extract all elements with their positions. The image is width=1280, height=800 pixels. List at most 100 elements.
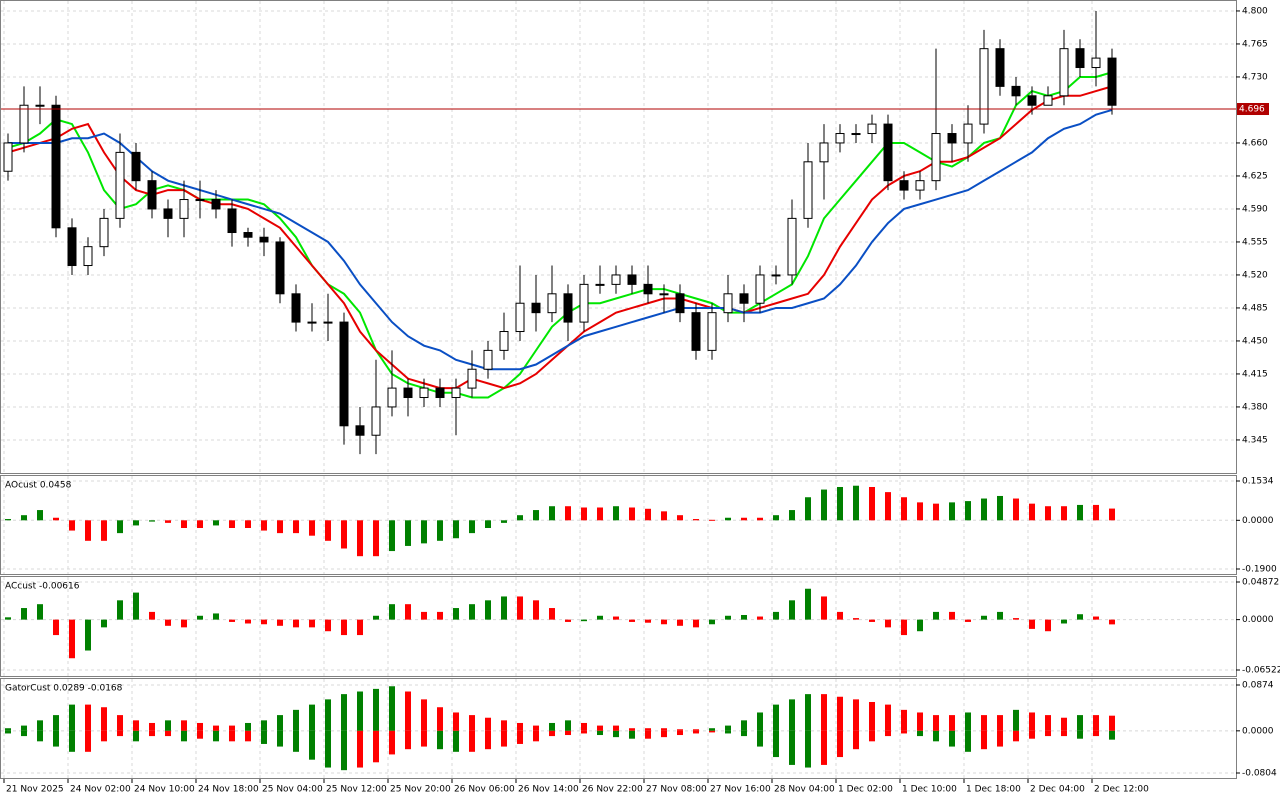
histogram-bar bbox=[149, 520, 155, 522]
gator-bar bbox=[901, 730, 907, 734]
gator-bar bbox=[597, 725, 603, 731]
price-panel-frame bbox=[0, 0, 1237, 474]
histogram-bar bbox=[597, 507, 603, 521]
histogram-bar bbox=[565, 619, 571, 622]
gator-bar bbox=[693, 729, 699, 731]
gator-bar bbox=[405, 691, 411, 731]
y-tick-label: -0.06522 bbox=[1242, 666, 1280, 676]
gator-bar bbox=[453, 730, 459, 752]
candle-body bbox=[403, 387, 413, 399]
gator-bar bbox=[629, 728, 635, 731]
gator-bar bbox=[1013, 709, 1019, 731]
gator-bar bbox=[981, 730, 987, 750]
y-tick-label: -0.0804 bbox=[1242, 769, 1277, 779]
gator-bar bbox=[261, 720, 267, 731]
histogram-bar bbox=[789, 600, 795, 620]
histogram-bar bbox=[229, 619, 235, 622]
histogram-bar bbox=[773, 611, 779, 620]
gator-bar bbox=[597, 730, 603, 736]
gator-bar bbox=[885, 704, 891, 731]
histogram-bar bbox=[725, 517, 731, 521]
gator-bar bbox=[581, 722, 587, 731]
y-tick-label: 4.520 bbox=[1242, 270, 1268, 280]
candle-body bbox=[1027, 95, 1037, 106]
histogram-bar bbox=[709, 519, 715, 521]
histogram-bar bbox=[981, 498, 987, 521]
histogram-bar bbox=[565, 506, 571, 521]
gator-bar bbox=[997, 715, 1003, 731]
histogram-bar bbox=[485, 600, 491, 620]
gator-bar bbox=[549, 722, 555, 731]
gator-bar bbox=[357, 691, 363, 731]
candle-body bbox=[547, 293, 557, 314]
gator-bar bbox=[677, 729, 683, 731]
gator-bar bbox=[917, 730, 923, 737]
gator-bar bbox=[821, 730, 827, 765]
histogram-bar bbox=[181, 619, 187, 628]
gator-bar bbox=[565, 720, 571, 731]
x-tick-label: 27 Nov 08:00 bbox=[646, 785, 707, 795]
candle-body bbox=[579, 283, 589, 323]
gator-bar bbox=[709, 728, 715, 731]
gator-bar bbox=[565, 730, 571, 736]
gator-bar bbox=[837, 730, 843, 758]
gator-bar bbox=[117, 730, 123, 737]
gator-bar bbox=[5, 730, 11, 734]
gator-bar bbox=[1061, 717, 1067, 731]
candle-body bbox=[723, 293, 733, 314]
histogram-bar bbox=[517, 515, 523, 521]
histogram-bar bbox=[437, 520, 443, 541]
gator-bar bbox=[869, 701, 875, 731]
gator-bar bbox=[613, 725, 619, 731]
marks-layer bbox=[1, 10, 1236, 771]
candle-body bbox=[323, 321, 333, 324]
histogram-bar bbox=[741, 614, 747, 620]
histogram-bar bbox=[581, 507, 587, 521]
histogram-bar bbox=[325, 619, 331, 632]
x-tick-label: 2 Dec 04:00 bbox=[1030, 785, 1085, 795]
histogram-bar bbox=[69, 520, 75, 531]
gator-bar bbox=[773, 704, 779, 731]
candle-body bbox=[931, 133, 941, 182]
gator-bar bbox=[133, 720, 139, 731]
candle-body bbox=[3, 142, 13, 172]
ac-panel-frame bbox=[0, 576, 1237, 677]
candle-body bbox=[435, 387, 445, 399]
panel-title: GatorCust 0.0289 -0.0168 bbox=[5, 684, 123, 694]
gator-bar bbox=[245, 722, 251, 731]
histogram-bar bbox=[933, 611, 939, 620]
x-tick-label: 26 Nov 06:00 bbox=[454, 785, 515, 795]
histogram-bar bbox=[405, 604, 411, 620]
histogram-bar bbox=[245, 520, 251, 528]
histogram-bar bbox=[1045, 619, 1051, 632]
histogram-bar bbox=[85, 619, 91, 651]
gator-bar bbox=[1045, 715, 1051, 731]
gator-bar bbox=[933, 730, 939, 742]
gator-bar bbox=[933, 715, 939, 731]
indicator-line bbox=[7, 85, 1113, 390]
candle-body bbox=[195, 199, 205, 202]
gator-bar bbox=[85, 730, 91, 752]
gator-bar bbox=[229, 730, 235, 742]
histogram-bar bbox=[197, 520, 203, 528]
x-tick-label: 24 Nov 10:00 bbox=[134, 785, 195, 795]
gator-bar bbox=[1077, 715, 1083, 731]
x-tick-label: 1 Dec 02:00 bbox=[838, 785, 893, 795]
gator-bar bbox=[325, 730, 331, 768]
gator-bar bbox=[245, 730, 251, 742]
histogram-bar bbox=[821, 596, 827, 620]
candle-body bbox=[1075, 48, 1085, 69]
x-tick-label: 1 Dec 10:00 bbox=[902, 785, 957, 795]
x-tick-label: 24 Nov 18:00 bbox=[198, 785, 259, 795]
candle-body bbox=[467, 368, 477, 389]
histogram-bar bbox=[1061, 506, 1067, 521]
candle-body bbox=[1107, 57, 1117, 106]
histogram-bar bbox=[5, 617, 11, 620]
histogram-bar bbox=[693, 519, 699, 521]
gator-bar bbox=[37, 730, 43, 742]
histogram-bar bbox=[69, 619, 75, 659]
histogram-bar bbox=[581, 619, 587, 622]
candle-body bbox=[611, 274, 621, 285]
gator-bar bbox=[293, 709, 299, 731]
histogram-bar bbox=[533, 510, 539, 521]
